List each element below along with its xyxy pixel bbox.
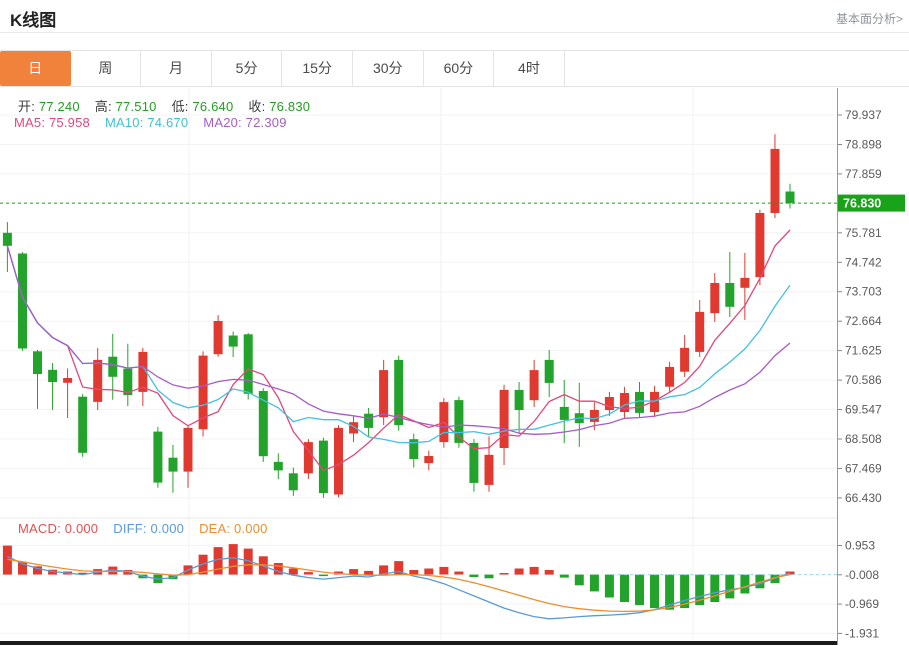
tab-period-4时[interactable]: 4时 bbox=[494, 51, 565, 86]
price-axis-label: 66.430 bbox=[845, 491, 882, 505]
legend-item: 开: 77.240 bbox=[18, 99, 80, 114]
price-axis-layer: 79.937 78.898 77.859 76.830 75.781 74.742 73.7… bbox=[0, 88, 905, 645]
current-price-badge bbox=[838, 194, 905, 212]
diff-line bbox=[7, 555, 791, 620]
price-axis-label: 78.898 bbox=[845, 138, 882, 152]
ohlc-legend: 开: 77.240 高: 77.510 低: 76.640 收: 76.830 bbox=[18, 96, 310, 115]
price-axis-label: 69.547 bbox=[845, 403, 882, 417]
macd-axis-label: -0.008 bbox=[845, 568, 879, 582]
legend-item: 高: 77.510 bbox=[94, 99, 157, 114]
macd-axis-label: -1.931 bbox=[845, 626, 879, 640]
tab-bar: 日周月 5分 15分 30分 60分 4时 bbox=[0, 50, 909, 87]
tab-period-月[interactable]: 月 bbox=[141, 51, 212, 86]
tab-period-30分[interactable]: 30分 bbox=[352, 51, 424, 86]
legend-item: 低: 76.640 bbox=[171, 99, 234, 114]
macd-axis-label: 0.953 bbox=[845, 539, 875, 553]
legend-item: MA20: 72.309 bbox=[203, 115, 287, 130]
header-divider bbox=[0, 32, 909, 33]
tab-period-日[interactable]: 日 bbox=[0, 51, 71, 86]
price-axis-label: 79.937 bbox=[845, 108, 882, 122]
kline-chart-canvas: 79.937 78.898 77.859 76.830 75.781 74.742 73.7… bbox=[0, 88, 905, 645]
price-axis-label: 68.508 bbox=[845, 432, 882, 446]
dea-line bbox=[7, 558, 791, 613]
legend-item: MA5: 75.958 bbox=[14, 115, 90, 130]
price-axis-label: 70.586 bbox=[845, 373, 882, 387]
legend-item: DIFF: 0.000 bbox=[113, 521, 185, 536]
macd-legend: MACD: 0.000 DIFF: 0.000 DEA: 0.000 bbox=[18, 521, 268, 536]
page-title: K线图 bbox=[10, 11, 57, 30]
legend-item: MACD: 0.000 bbox=[18, 521, 99, 536]
legend-item: MA10: 74.670 bbox=[104, 115, 189, 130]
bottom-baseline bbox=[0, 641, 837, 645]
legend-item: 收: 76.830 bbox=[248, 99, 311, 114]
price-axis-label: 75.781 bbox=[845, 226, 882, 240]
ma-legend: MA5: 75.958 MA10: 74.670 MA20: 72.309 bbox=[14, 115, 287, 130]
ma-lines-layer bbox=[6, 229, 791, 472]
tab-period-60分[interactable]: 60分 bbox=[423, 51, 495, 86]
price-axis-label: 77.859 bbox=[845, 167, 882, 181]
price-axis-label: 67.469 bbox=[845, 462, 882, 476]
tab-period-15分[interactable]: 15分 bbox=[282, 51, 353, 86]
ma-line-ma20 bbox=[6, 245, 791, 435]
price-axis-label: 72.664 bbox=[845, 314, 882, 328]
legend-item: DEA: 0.000 bbox=[199, 521, 268, 536]
macd-axis-label: -0.969 bbox=[845, 597, 879, 611]
fundamental-analysis-link[interactable]: 基本面分析> bbox=[835, 12, 903, 26]
tab-period-5分[interactable]: 5分 bbox=[211, 51, 283, 86]
price-axis-label: 73.703 bbox=[845, 285, 882, 299]
tab-period-周[interactable]: 周 bbox=[70, 51, 142, 86]
price-axis-label: 74.742 bbox=[845, 255, 882, 269]
grid-layer bbox=[0, 88, 837, 640]
current-price-value: 76.830 bbox=[843, 197, 881, 211]
ma-line-ma5 bbox=[6, 229, 791, 472]
price-axis-label: 71.625 bbox=[845, 344, 882, 358]
candles-layer bbox=[2, 134, 795, 498]
macd-layer bbox=[2, 544, 837, 620]
